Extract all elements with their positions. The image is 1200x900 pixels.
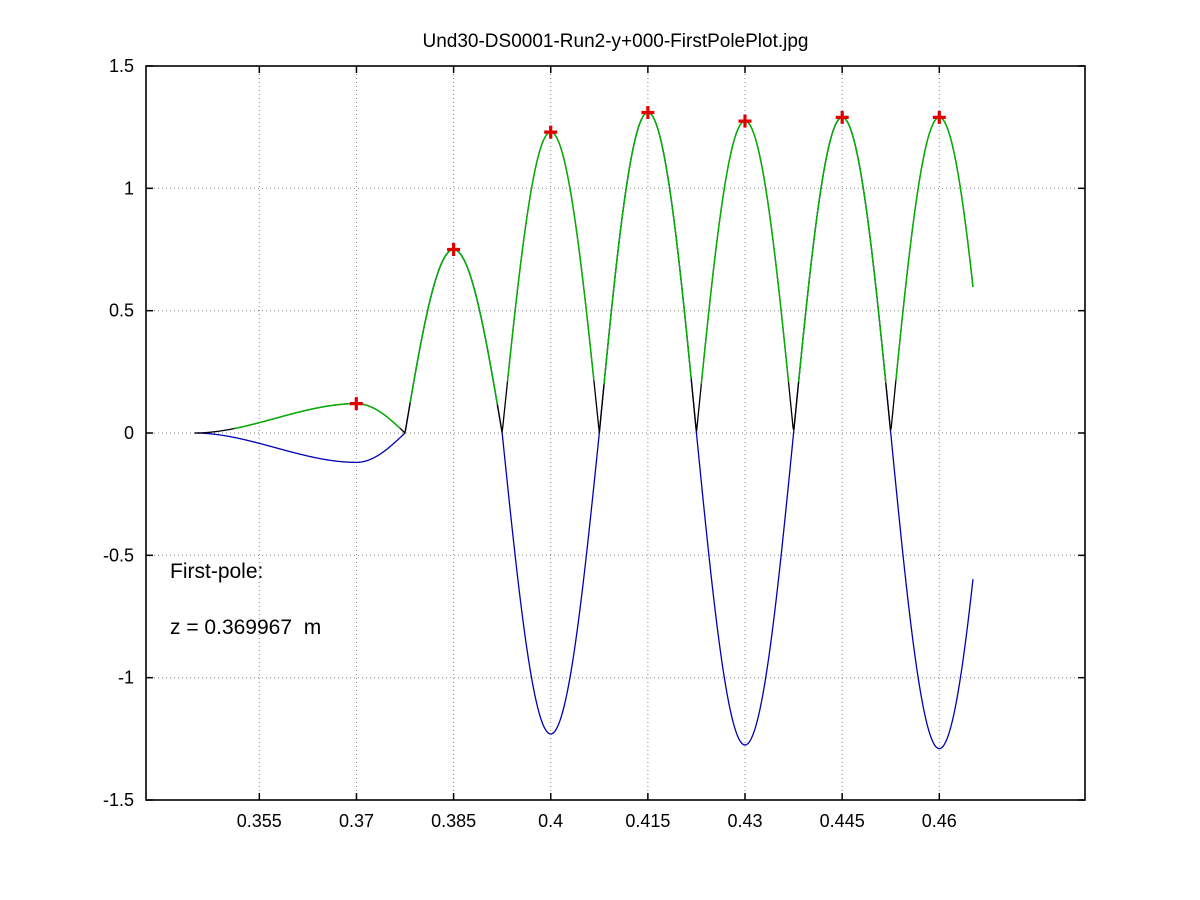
x-tick-label: 0.385 — [431, 811, 476, 831]
y-tick-label: 1.5 — [109, 56, 134, 76]
y-tick-label: 1 — [124, 178, 134, 198]
pole-fit-curve — [234, 111, 974, 430]
y-tick-label: -0.5 — [103, 545, 134, 565]
first-pole-annotation: First-pole: z = 0.369967 m — [170, 560, 321, 640]
peak-marker — [349, 397, 363, 411]
annotation-first-pole-label: First-pole: — [170, 560, 264, 583]
x-tick-label: 0.43 — [727, 811, 762, 831]
axes-box — [145, 65, 1086, 801]
y-tick-label: -1.5 — [103, 790, 134, 810]
y-tick-label: -1 — [118, 668, 134, 688]
peak-marker — [932, 110, 946, 124]
y-tick-label: 0 — [124, 423, 134, 443]
peak-marker — [447, 243, 461, 256]
peak-marker — [738, 114, 752, 128]
field-curve — [194, 111, 974, 750]
x-tick-label: 0.445 — [820, 811, 865, 831]
x-tick-label: 0.4 — [538, 811, 563, 831]
peak-marker — [835, 110, 849, 124]
abs-field-curve — [194, 111, 974, 434]
x-tick-label: 0.355 — [237, 811, 282, 831]
x-tick-label: 0.415 — [625, 811, 670, 831]
y-tick-label: 0.5 — [109, 301, 134, 321]
x-tick-label: 0.46 — [922, 811, 957, 831]
chart-title: Und30-DS0001-Run2-y+000-FirstPolePlot.jp… — [422, 31, 809, 52]
peak-marker — [641, 106, 655, 119]
x-tick-label: 0.37 — [339, 811, 374, 831]
annotation-first-pole-z-value: z = 0.369967 m — [170, 616, 322, 639]
peak-marker — [544, 125, 558, 139]
